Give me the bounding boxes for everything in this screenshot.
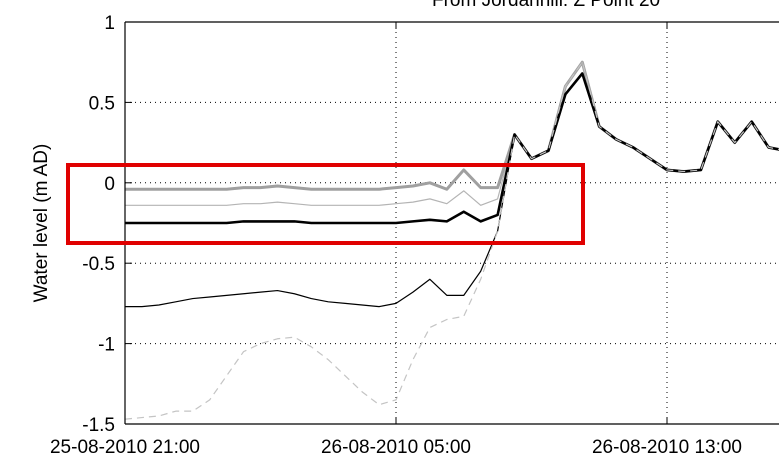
y-tick-label: 0.5	[89, 93, 115, 114]
chart-title: From Jordanhill: Z Point 20	[432, 0, 660, 11]
series-line	[125, 61, 779, 420]
series-line	[125, 72, 779, 308]
x-tick-label: 26-08-2010 13:00	[592, 437, 742, 458]
axes: -1.5 -1 -0.5 0 0.5 1 25-08-2010 21:00 26-08-201…	[50, 13, 779, 458]
y-axis-label: Water level (m AD)	[31, 144, 52, 303]
x-tick-label: 26-08-2010 05:00	[321, 437, 471, 458]
y-tick-label: -0.5	[82, 254, 115, 275]
y-tick-label: 1	[104, 13, 115, 34]
y-tick-label: -1.5	[82, 415, 115, 436]
y-tick-label: -1	[98, 335, 115, 356]
plot-lines	[125, 60, 779, 420]
y-tick-label: 0	[104, 174, 115, 195]
highlight-box	[66, 163, 585, 245]
x-tick-label: 25-08-2010 21:00	[50, 437, 200, 458]
